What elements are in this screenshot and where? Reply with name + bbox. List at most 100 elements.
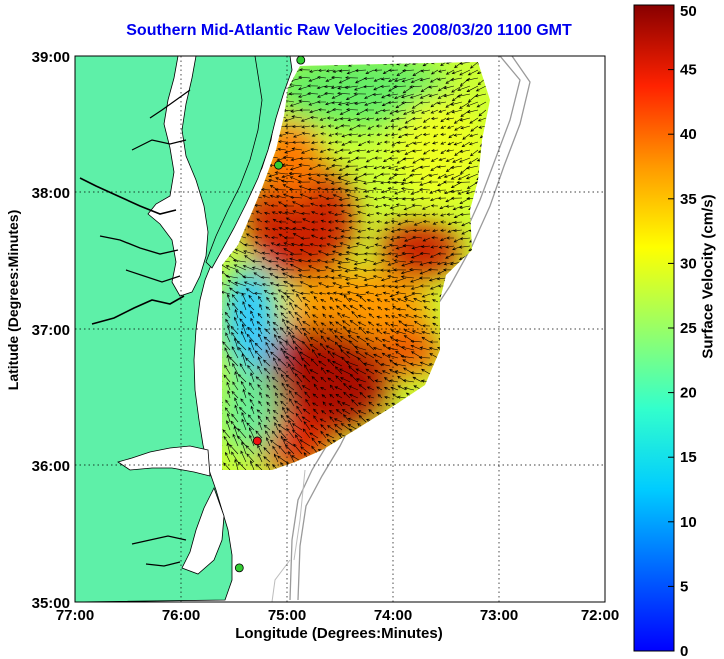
velocity-arrow bbox=[308, 165, 319, 170]
velocity-arrow bbox=[394, 277, 407, 283]
velocity-arrow bbox=[296, 317, 303, 327]
velocity-arrow bbox=[333, 236, 343, 240]
velocity-arrow bbox=[246, 453, 255, 463]
velocity-arrow bbox=[348, 220, 359, 224]
velocity-arrow bbox=[309, 343, 319, 351]
velocity-arrow bbox=[308, 265, 319, 271]
radar-stations bbox=[234, 56, 306, 573]
velocity-arrow bbox=[272, 445, 279, 455]
velocity-arrow bbox=[344, 173, 359, 177]
velocity-arrow bbox=[237, 461, 247, 470]
colorbar-tick-label: 10 bbox=[680, 514, 697, 531]
velocity-arrow bbox=[225, 332, 231, 343]
velocity-arrow bbox=[333, 418, 343, 423]
velocity-arrow bbox=[255, 463, 263, 470]
velocity-arrow bbox=[388, 156, 399, 160]
velocity-arrow bbox=[376, 298, 383, 303]
radar-station-4[interactable] bbox=[234, 563, 244, 573]
velocity-arrow bbox=[411, 245, 423, 250]
velocity-arrow bbox=[412, 376, 423, 383]
velocity-arrow bbox=[368, 409, 375, 415]
velocity-arrow bbox=[292, 125, 303, 129]
velocity-arrow bbox=[438, 157, 447, 161]
velocity-arrow bbox=[453, 133, 463, 137]
velocity-arrow bbox=[292, 340, 303, 351]
velocity-arrow bbox=[413, 125, 423, 130]
velocity-arrow bbox=[357, 321, 367, 327]
colorbar-tick-label: 45 bbox=[680, 62, 697, 79]
velocity-arrow bbox=[429, 253, 439, 258]
radar-station-1[interactable] bbox=[296, 56, 306, 65]
y-tick-36: 36:00 bbox=[32, 458, 70, 475]
velocity-arrow bbox=[318, 157, 327, 161]
velocity-arrow bbox=[366, 140, 375, 144]
velocity-arrow bbox=[389, 293, 399, 298]
velocity-arrow bbox=[420, 69, 431, 73]
radar-station-2[interactable] bbox=[274, 160, 283, 170]
radar-station-3[interactable] bbox=[252, 436, 262, 446]
velocity-arrow bbox=[381, 352, 391, 359]
velocity-arrow bbox=[288, 188, 303, 192]
velocity-arrow bbox=[405, 304, 415, 311]
velocity-arrow bbox=[380, 259, 391, 263]
velocity-arrow bbox=[274, 400, 279, 407]
velocity-arrow bbox=[401, 197, 415, 201]
velocity-arrow bbox=[303, 421, 311, 431]
velocity-arrow bbox=[376, 329, 383, 335]
velocity-arrow bbox=[334, 423, 343, 431]
velocity-arrow bbox=[309, 432, 319, 439]
velocity-arrow bbox=[376, 220, 383, 224]
velocity-arrow bbox=[453, 141, 463, 146]
velocity-arrow bbox=[349, 320, 359, 327]
velocity-arrow bbox=[231, 302, 239, 311]
velocity-arrow bbox=[234, 397, 239, 407]
velocity-arrow bbox=[302, 374, 311, 383]
velocity-arrow bbox=[325, 285, 335, 289]
velocity-arrow bbox=[432, 125, 439, 129]
velocity-arrow bbox=[413, 320, 423, 327]
velocity-arrow bbox=[344, 181, 359, 186]
velocity-arrow bbox=[380, 277, 391, 282]
velocity-arrow bbox=[281, 259, 295, 263]
velocity-arrow bbox=[327, 377, 335, 383]
velocity-arrow bbox=[265, 430, 271, 439]
velocity-arrow bbox=[297, 258, 311, 263]
velocity-arrow bbox=[243, 243, 255, 247]
velocity-arrow bbox=[363, 258, 375, 263]
velocity-arrow bbox=[373, 77, 383, 82]
velocity-arrow bbox=[247, 364, 255, 375]
velocity-arrow bbox=[234, 458, 239, 470]
velocity-arrow bbox=[438, 245, 447, 249]
velocity-arrow bbox=[460, 109, 471, 118]
velocity-arrow bbox=[367, 395, 375, 399]
velocity-arrow bbox=[300, 236, 311, 240]
velocity-arrow bbox=[292, 227, 303, 231]
velocity-arrow bbox=[388, 173, 399, 180]
velocity-arrow bbox=[468, 157, 479, 164]
velocity-arrow bbox=[248, 346, 255, 359]
velocity-arrow bbox=[403, 386, 415, 391]
velocity-arrow bbox=[365, 203, 375, 207]
velocity-arrow bbox=[261, 283, 271, 287]
velocity-arrow bbox=[337, 177, 351, 183]
velocity-arrow bbox=[366, 386, 375, 391]
velocity-arrow bbox=[247, 326, 255, 335]
velocity-arrow bbox=[275, 392, 279, 399]
velocity-arrow bbox=[437, 165, 447, 169]
velocity-arrow bbox=[412, 235, 423, 239]
velocity-arrow bbox=[293, 443, 303, 455]
velocity-arrow bbox=[430, 116, 439, 120]
velocity-arrow bbox=[298, 68, 311, 72]
velocity-arrow bbox=[445, 117, 455, 121]
velocity-arrow bbox=[377, 394, 383, 399]
x-tick-74: 74:00 bbox=[374, 607, 412, 624]
velocity-arrow bbox=[342, 325, 351, 335]
velocity-arrow bbox=[245, 288, 255, 295]
velocity-arrow bbox=[357, 229, 367, 233]
velocity-arrow bbox=[394, 93, 407, 99]
velocity-arrow bbox=[410, 77, 423, 83]
velocity-arrow bbox=[374, 337, 383, 343]
velocity-arrow bbox=[279, 393, 287, 399]
velocity-arrow bbox=[409, 85, 423, 89]
